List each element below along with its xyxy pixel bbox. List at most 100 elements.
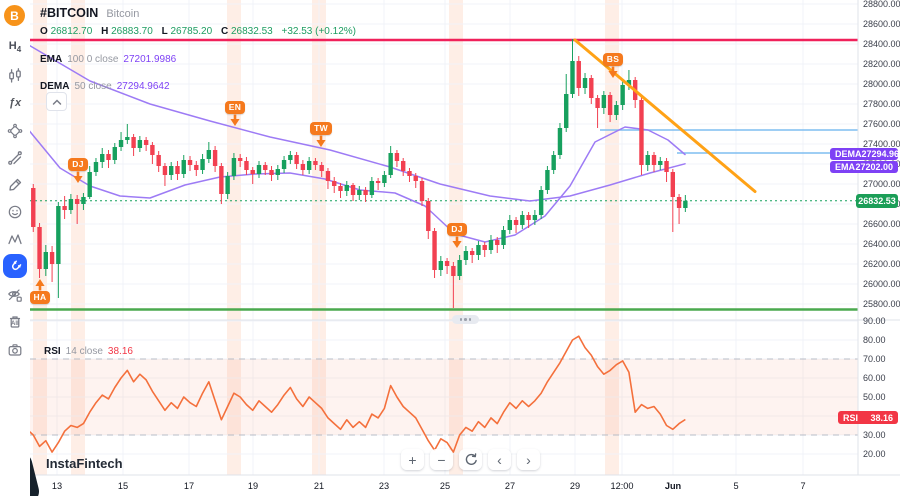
svg-text:Jun: Jun	[665, 481, 682, 491]
svg-text:28400.00: 28400.00	[863, 39, 900, 49]
pattern-button[interactable]	[4, 228, 26, 250]
last-price-value: 26832.53	[858, 196, 896, 206]
svg-text:25800.00: 25800.00	[863, 299, 900, 309]
brush-button[interactable]	[4, 174, 26, 196]
zoom-in-button[interactable]: +	[401, 449, 424, 470]
svg-text:15: 15	[118, 481, 128, 491]
svg-text:23: 23	[379, 481, 389, 491]
ema-name: EMA	[40, 54, 63, 65]
signal-marker-label: DJ	[447, 223, 467, 236]
high-value: 26883.70	[111, 26, 153, 37]
panel-resize-handle[interactable]	[452, 315, 479, 324]
rsi-badge-value: 38.16	[870, 412, 893, 423]
low-label: L	[161, 26, 168, 37]
arrow-down-icon	[316, 135, 326, 147]
scroll-right-button[interactable]: ›	[517, 449, 540, 470]
signal-marker-en[interactable]: EN	[224, 101, 246, 127]
svg-text:13: 13	[52, 481, 62, 491]
signal-marker-tw[interactable]: TW	[310, 122, 332, 148]
zoom-out-button[interactable]: −	[430, 449, 453, 470]
indicators-button[interactable]: ƒx	[4, 92, 26, 114]
dema-params: 50 close	[74, 81, 112, 92]
dema-badge-label: DEMA	[835, 149, 862, 159]
svg-text:27400.00: 27400.00	[863, 139, 900, 149]
magnet-mode-button[interactable]	[3, 254, 27, 278]
ema-legend-row: EMA 100 0 close 27201.9986	[40, 54, 356, 65]
reset-icon	[465, 452, 477, 465]
signal-marker-label: BS	[602, 53, 624, 66]
svg-text:26400.00: 26400.00	[863, 239, 900, 249]
scroll-left-button[interactable]: ‹	[488, 449, 511, 470]
svg-text:26200.00: 26200.00	[863, 259, 900, 269]
templates-button[interactable]	[4, 120, 26, 142]
smiley-icon	[8, 205, 22, 219]
svg-text:19: 19	[248, 481, 258, 491]
svg-text:29: 29	[570, 481, 580, 491]
chevron-up-icon	[52, 98, 61, 105]
rsi-name: RSI	[44, 346, 61, 357]
price-axis[interactable]	[858, 0, 900, 475]
last-price-badge: 26832.53	[856, 194, 898, 208]
diamond-nodes-icon	[7, 123, 23, 139]
symbol-name: Bitcoin	[106, 8, 140, 20]
time-axis[interactable]	[0, 475, 900, 496]
bitcoin-icon: B	[10, 8, 19, 23]
svg-text:27: 27	[505, 481, 515, 491]
trash-icon	[9, 316, 21, 328]
remove-all-label: All	[11, 321, 19, 327]
symbol-bitcoin-button[interactable]: B	[4, 5, 25, 26]
dema-name: DEMA	[40, 81, 70, 92]
minus-icon: −	[437, 451, 446, 468]
chart-legend: #BITCOIN Bitcoin O 26812.70 H 26883.70 L …	[40, 4, 356, 92]
rsi-badge-label: RSI	[843, 412, 859, 423]
ema-price-badge: EMA 27202.00	[830, 161, 898, 173]
svg-text:30.00: 30.00	[863, 430, 886, 440]
rsi-legend-row: RSI 14 close 38.16	[44, 346, 133, 357]
collapse-legend-button[interactable]	[46, 92, 67, 111]
screenshot-button[interactable]	[4, 339, 26, 361]
chart-type-button[interactable]	[4, 65, 26, 87]
rsi-params: 14 close	[65, 346, 103, 357]
svg-text:80.00: 80.00	[863, 335, 886, 345]
ema-value: 27201.9986	[123, 54, 177, 65]
dema-badge-value: 27294.96	[861, 149, 900, 159]
svg-text:25: 25	[440, 481, 450, 491]
svg-text:26600.00: 26600.00	[863, 219, 900, 229]
drawing-tools-button[interactable]	[4, 147, 26, 169]
signal-marker-dj[interactable]: DJ	[67, 158, 89, 184]
svg-text:27000.00: 27000.00	[863, 179, 900, 189]
arrow-down-icon	[452, 236, 462, 248]
interval-button[interactable]: H4	[4, 36, 26, 58]
trendline-tool-icon	[8, 151, 22, 165]
svg-text:12:00: 12:00	[611, 481, 634, 491]
arrow-down-icon	[73, 171, 83, 183]
signal-marker-bs[interactable]: BS	[602, 53, 624, 79]
chevron-right-icon: ›	[526, 451, 531, 468]
close-label: C	[220, 26, 229, 37]
chevron-left-icon: ‹	[497, 451, 502, 468]
signal-marker-dj[interactable]: DJ	[446, 223, 468, 249]
svg-text:28000.00: 28000.00	[863, 79, 900, 89]
svg-text:28800.00: 28800.00	[863, 0, 900, 9]
open-label: O	[40, 26, 48, 37]
svg-text:70.00: 70.00	[863, 354, 886, 364]
svg-text:27800.00: 27800.00	[863, 99, 900, 109]
emoji-button[interactable]	[4, 201, 26, 223]
reset-view-button[interactable]	[459, 449, 482, 470]
remove-all-button[interactable]: All	[4, 311, 26, 333]
change-value: +32.53 (+0.12%)	[281, 26, 356, 37]
svg-text:60.00: 60.00	[863, 373, 886, 383]
dema-value: 27294.9642	[116, 81, 170, 92]
svg-text:21: 21	[314, 481, 324, 491]
signal-marker-ha[interactable]: HA	[29, 278, 51, 304]
svg-text:26000.00: 26000.00	[863, 279, 900, 289]
hide-drawings-button[interactable]	[4, 284, 26, 306]
candlestick-style-icon	[9, 68, 21, 83]
arrow-up-icon	[35, 279, 45, 291]
symbol-title: #BITCOIN	[40, 6, 99, 20]
eye-off-icon	[8, 289, 22, 302]
chart-nav-toolbar: + − ‹ ›	[401, 449, 540, 470]
close-value: 26832.53	[230, 26, 273, 37]
